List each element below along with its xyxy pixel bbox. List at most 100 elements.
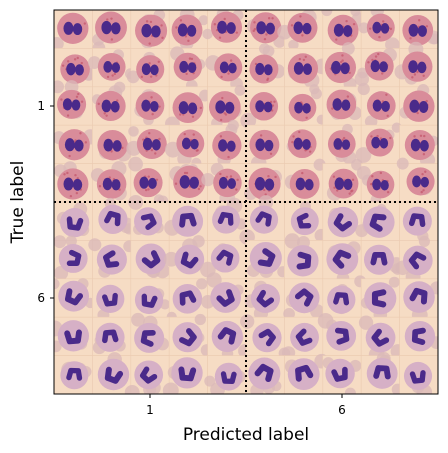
y-axis-ticks: 16: [37, 99, 54, 305]
cell-image-tile: [54, 316, 93, 356]
cell-image-tile: [130, 312, 170, 356]
cell-image-tile: [54, 80, 93, 126]
cell-image-tile: [54, 124, 99, 164]
cell-image-tile: [207, 197, 247, 241]
cell-image-tile: [130, 86, 170, 126]
cell-image-tile: [399, 316, 438, 356]
cell-image-tile: [92, 197, 135, 241]
cell-image-tile: [277, 10, 324, 51]
cell-image-tile: [168, 10, 209, 51]
cell-image-tile: [322, 86, 362, 126]
cell-image-tile: [360, 351, 404, 394]
y-axis-label: True label: [8, 161, 28, 245]
cell-image-tile: [354, 47, 400, 88]
cell-image-tile: [126, 124, 170, 164]
cell-image-tile: [168, 46, 208, 92]
cell-image-tile: [356, 163, 400, 205]
cell-image-tile: [322, 201, 362, 241]
cell-image-tile: [284, 124, 324, 164]
matrix-cell-true-1-pred-1: [54, 10, 247, 207]
cell-image-tile: [54, 10, 93, 51]
cell-image-tile: [245, 355, 285, 394]
cell-image-tile: [128, 195, 170, 241]
cell-image-tile: [126, 48, 170, 88]
cell-image-tile: [245, 10, 286, 49]
cell-image-tile: [399, 84, 438, 126]
cell-image-tile: [396, 157, 438, 203]
cell-image-tile: [92, 124, 132, 164]
cell-image-tile: [399, 278, 438, 323]
image-grid: [54, 10, 438, 394]
cell-image-tile: [207, 85, 247, 129]
cell-image-tile: [322, 42, 362, 91]
cell-image-tile: [92, 278, 132, 322]
cell-image-tile: [394, 41, 438, 88]
cell-image-tile: [54, 161, 93, 203]
cell-image-tile: [92, 316, 132, 356]
cell-image-tile: [202, 10, 247, 49]
cell-image-tile: [205, 48, 247, 91]
cell-image-tile: [168, 313, 214, 357]
cell-image-tile: [240, 314, 285, 356]
cell-image-tile: [357, 82, 400, 128]
cell-image-tile: [239, 195, 285, 245]
cell-image-tile: [283, 278, 325, 320]
cell-image-tile: [130, 10, 170, 49]
cell-image-tile: [284, 84, 327, 126]
cell-image-tile: [360, 276, 400, 322]
cell-image-tile: [322, 240, 362, 285]
cell-image-tile: [166, 278, 208, 322]
cell-image-tile: [54, 201, 93, 241]
cell-image-tile: [54, 48, 96, 88]
x-axis-label: Predicted label: [183, 425, 309, 445]
cell-image-tile: [284, 233, 324, 280]
cell-image-tile: [244, 278, 285, 321]
cell-image-tile: [284, 201, 328, 243]
x-tick-label: 1: [146, 403, 154, 417]
cell-image-tile: [399, 355, 438, 394]
cell-image-tile: [124, 355, 170, 394]
cell-image-tile: [355, 201, 400, 241]
cell-image-tile: [168, 163, 208, 203]
cell-image-tile: [284, 158, 326, 203]
y-tick-label: 1: [37, 99, 45, 113]
cell-image-tile: [284, 353, 329, 394]
cell-image-tile: [130, 240, 170, 280]
cell-image-tile: [165, 86, 211, 132]
cell-image-tile: [90, 161, 132, 203]
cell-image-tile: [358, 10, 400, 53]
cell-image-tile: [92, 10, 132, 55]
cell-image-tile: [322, 355, 362, 394]
cell-image-tile: [204, 355, 247, 394]
cell-image-tile: [395, 235, 438, 285]
cell-image-tile: [399, 201, 438, 242]
cell-image-tile: [54, 355, 93, 394]
cell-image-tile: [399, 10, 438, 49]
cell-image-tile: [87, 48, 136, 88]
cell-image-tile: [322, 123, 362, 165]
cell-image-tile: [88, 238, 136, 280]
cell-image-tile: [240, 86, 285, 129]
cell-image-tile: [322, 158, 363, 203]
x-tick-label: 6: [338, 403, 346, 417]
y-tick-label: 6: [37, 291, 45, 305]
cell-image-tile: [54, 235, 93, 281]
cell-image-tile: [164, 201, 208, 241]
cell-image-tile: [355, 122, 402, 164]
divider-lines: [54, 10, 438, 394]
matrix-cell-true-1-pred-6: [240, 10, 438, 205]
cell-image-tile: [130, 278, 171, 318]
cell-image-tile: [201, 272, 247, 318]
cell-image-tile: [245, 43, 285, 88]
cell-image-tile: [358, 315, 406, 363]
cell-image-tile: [200, 240, 247, 280]
cell-image-tile: [317, 312, 362, 356]
plot-area: [53, 9, 439, 395]
cell-image-tile: [164, 124, 208, 168]
plot-frame: [53, 9, 439, 395]
cell-image-tile: [322, 275, 367, 318]
cell-image-tile: [245, 240, 289, 280]
matrix-cell-true-6-pred-6: [239, 195, 438, 394]
